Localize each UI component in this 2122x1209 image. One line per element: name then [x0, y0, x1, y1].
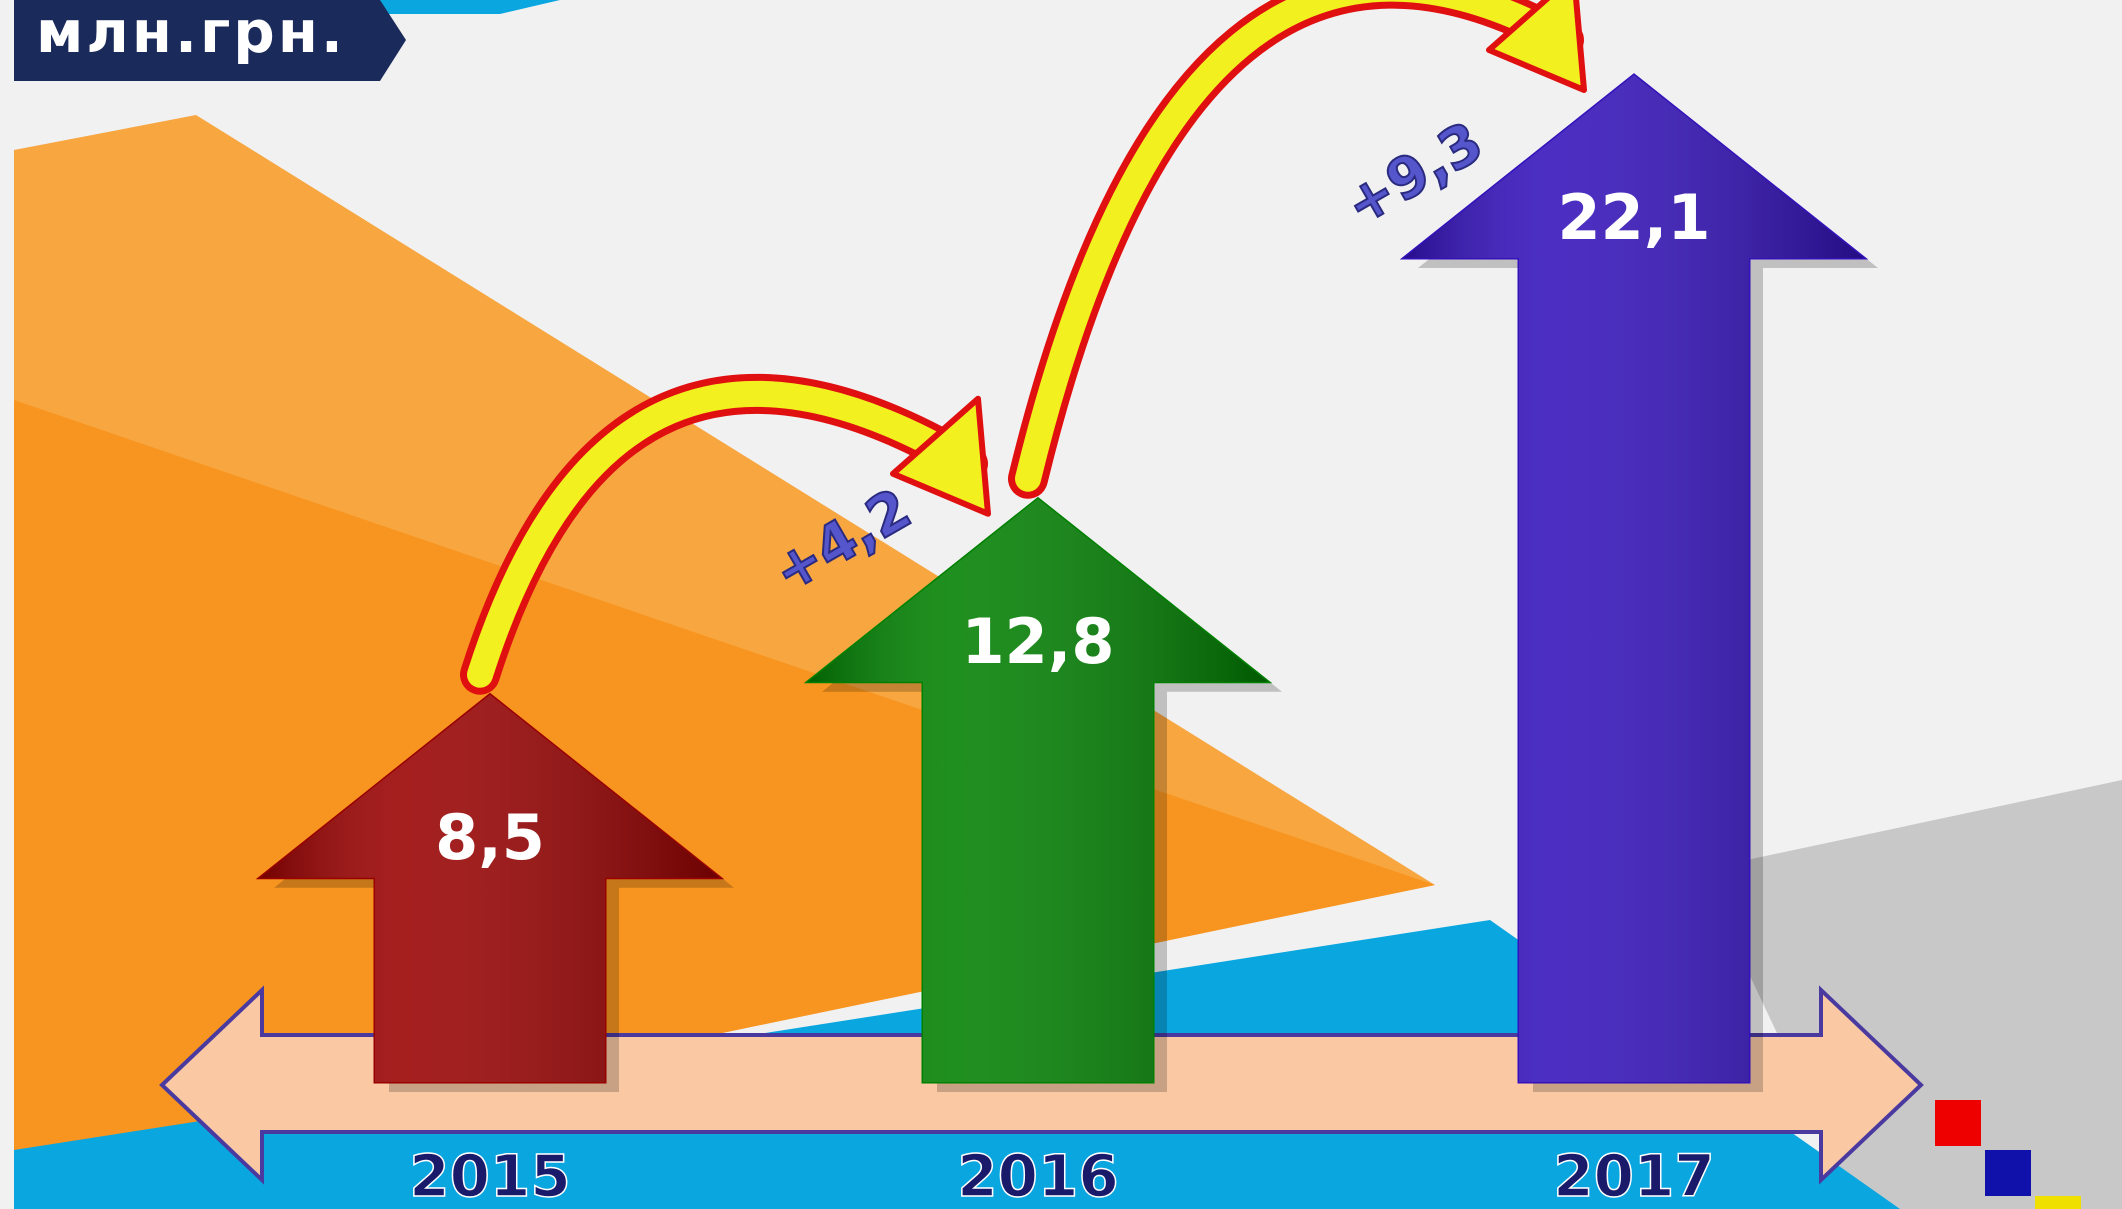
change-arrow: [467, 380, 981, 688]
title-box: [14, 0, 406, 81]
value-label: 22,1: [1558, 181, 1711, 254]
change-arrowhead: [890, 395, 991, 517]
change-arrow: [1015, 0, 1577, 492]
arrow-shade: [260, 694, 720, 1082]
x-tick-label: 2015: [409, 1142, 570, 1209]
value-label: 12,8: [962, 605, 1115, 678]
orange-shape-dark: [14, 400, 1435, 1180]
change-arrowhead: [1486, 0, 1587, 93]
decor-square: [2035, 1196, 2081, 1209]
decor-square: [1985, 1150, 2031, 1196]
x-tick-label: 2016: [957, 1142, 1118, 1209]
arrow-shade: [808, 498, 1268, 1082]
arrow-shade: [1404, 75, 1864, 1082]
x-tick-label: 2017: [1553, 1142, 1714, 1209]
value-label: 8,5: [435, 801, 545, 874]
decor-square: [1935, 1100, 1981, 1146]
gray-shape: [1700, 780, 2122, 1209]
chart-title: млн.грн.: [36, 0, 346, 66]
